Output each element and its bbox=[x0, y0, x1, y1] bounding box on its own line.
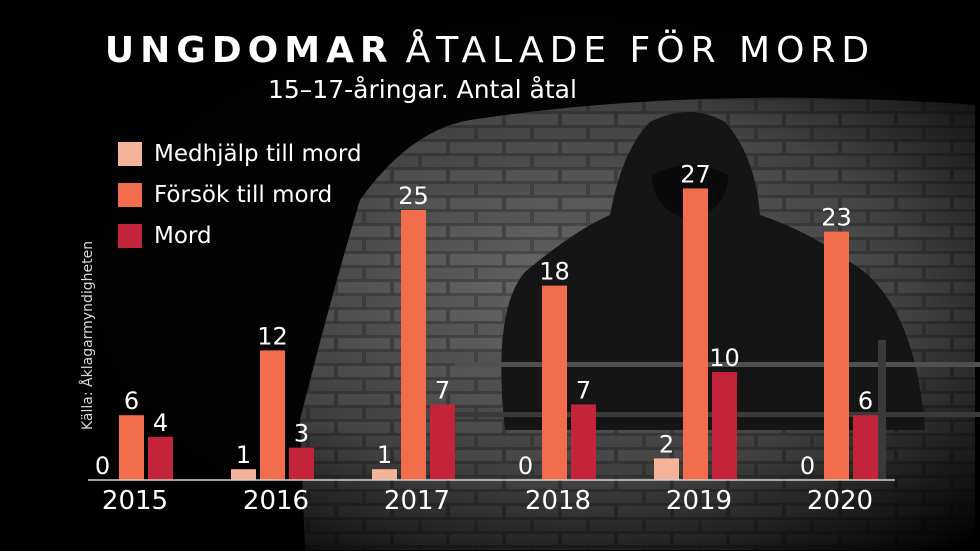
data-label-2019-series-1: 27 bbox=[680, 160, 711, 188]
data-label-2015-series-1: 6 bbox=[124, 387, 139, 415]
data-label-2019-series-0: 2 bbox=[659, 430, 674, 458]
x-tick-label-2015: 2015 bbox=[102, 486, 168, 516]
data-label-2019-series-2: 10 bbox=[709, 344, 740, 372]
bar-2020-series-1 bbox=[824, 231, 849, 480]
legend-label-mord: Mord bbox=[154, 222, 212, 249]
data-label-2020-series-2: 6 bbox=[858, 387, 873, 415]
bar-2017-series-2 bbox=[430, 404, 455, 480]
bar-2017-series-0 bbox=[372, 469, 397, 480]
bar-2016-series-1 bbox=[260, 350, 285, 480]
title-bold-part: UNGDOMAR bbox=[104, 30, 394, 71]
bar-2016-series-2 bbox=[289, 447, 314, 480]
data-label-2020-series-0: 0 bbox=[800, 452, 815, 480]
bar-2016-series-0 bbox=[231, 469, 256, 480]
bar-2015-series-1 bbox=[119, 415, 144, 480]
bar-2019-series-2 bbox=[712, 372, 737, 480]
bar-2019-series-1 bbox=[683, 188, 708, 480]
bar-2018-series-1 bbox=[542, 285, 567, 480]
bar-2020-series-2 bbox=[853, 415, 878, 480]
legend-label-medhjalp: Medhjälp till mord bbox=[154, 140, 362, 167]
bar-2019-series-0 bbox=[654, 458, 679, 480]
legend-swatch-medhjalp bbox=[118, 141, 142, 166]
data-label-2016-series-2: 3 bbox=[294, 420, 309, 448]
title-light-part: ÅTALADE FÖR MORD bbox=[405, 30, 876, 71]
data-label-2015-series-0: 0 bbox=[95, 452, 110, 480]
legend-swatch-mord bbox=[118, 223, 142, 248]
legend-label-forsok: Försök till mord bbox=[154, 181, 333, 208]
data-label-2016-series-1: 12 bbox=[257, 322, 288, 350]
data-label-2017-series-0: 1 bbox=[377, 441, 392, 469]
x-tick-label-2017: 2017 bbox=[384, 486, 450, 516]
legend-swatch-forsok bbox=[118, 182, 142, 207]
data-label-2017-series-1: 25 bbox=[398, 182, 429, 210]
legend-item-forsok: Försök till mord bbox=[118, 174, 362, 215]
bar-2017-series-1 bbox=[401, 210, 426, 480]
data-label-2020-series-1: 23 bbox=[821, 204, 852, 232]
x-tick-label-2016: 2016 bbox=[243, 486, 309, 516]
bar-2018-series-2 bbox=[571, 404, 596, 480]
data-label-2018-series-0: 0 bbox=[518, 452, 533, 480]
data-label-2016-series-0: 1 bbox=[236, 441, 251, 469]
data-label-2018-series-2: 7 bbox=[576, 376, 591, 404]
legend-item-medhjalp: Medhjälp till mord bbox=[118, 133, 362, 174]
x-tick-label-2020: 2020 bbox=[807, 486, 873, 516]
chart-title: UNGDOMAR ÅTALADE FÖR MORD bbox=[0, 30, 980, 71]
x-tick-label-2018: 2018 bbox=[525, 486, 591, 516]
data-label-2015-series-2: 4 bbox=[153, 409, 168, 437]
chart-subtitle: 15–17-åringar. Antal åtal bbox=[268, 75, 577, 104]
legend-item-mord: Mord bbox=[118, 215, 362, 256]
x-tick-label-2019: 2019 bbox=[666, 486, 732, 516]
legend: Medhjälp till mord Försök till mord Mord bbox=[118, 133, 362, 256]
data-label-2017-series-2: 7 bbox=[435, 376, 450, 404]
data-label-2018-series-1: 18 bbox=[539, 258, 570, 286]
bar-2015-series-2 bbox=[148, 436, 173, 480]
